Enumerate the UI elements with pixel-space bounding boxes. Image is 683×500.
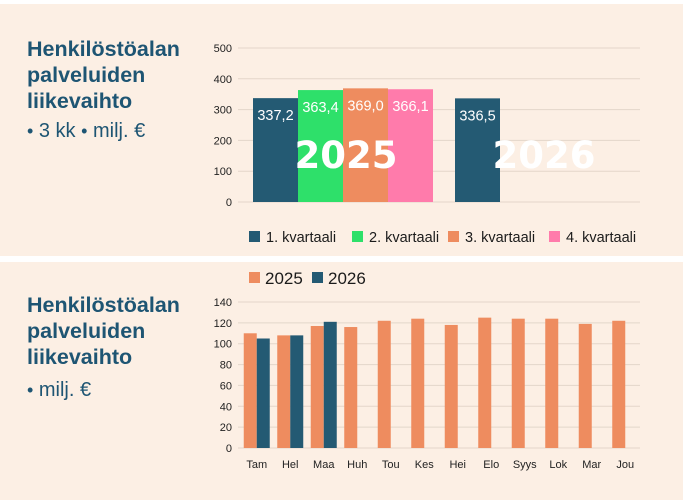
bar — [388, 89, 433, 202]
quarterly-chart-heading: Henkilöstöalan palveluiden liikevaihto — [27, 36, 180, 114]
bar — [243, 333, 257, 448]
data-label: 366,1 — [392, 99, 428, 115]
y-tick-label: 40 — [220, 401, 232, 413]
data-label: 369,0 — [347, 98, 383, 114]
y-tick-label: 100 — [214, 339, 232, 351]
legend-swatch — [249, 231, 260, 242]
legend-swatch — [352, 231, 363, 242]
y-tick-label: 400 — [214, 74, 232, 86]
x-tick-label: Elo — [483, 459, 499, 471]
y-tick-label: 140 — [214, 297, 232, 309]
y-tick-label: 500 — [214, 43, 232, 55]
data-label: 363,4 — [302, 100, 338, 116]
x-tick-label: Mar — [582, 459, 601, 471]
x-tick-label: Hei — [449, 459, 466, 471]
y-tick-label: 120 — [214, 318, 232, 330]
bar — [343, 88, 388, 202]
bar — [455, 98, 500, 202]
bar — [612, 320, 626, 448]
x-tick-label: Tou — [382, 459, 400, 471]
bar — [411, 318, 425, 448]
bar — [277, 335, 291, 448]
legend-swatch — [448, 231, 459, 242]
y-tick-label: 200 — [214, 135, 232, 147]
y-tick-label: 0 — [226, 443, 232, 455]
x-tick-label: Syys — [513, 459, 537, 471]
y-tick-label: 20 — [220, 422, 232, 434]
legend-label: 1. kvartaali — [266, 230, 336, 246]
heading-line: Henkilöstöalan — [27, 37, 180, 61]
x-tick-label: Tam — [246, 459, 267, 471]
unit-label: milj. € — [38, 379, 92, 401]
bar — [344, 327, 358, 448]
bullet: • — [27, 380, 34, 400]
bar — [298, 90, 343, 202]
x-tick-label: Huh — [347, 459, 367, 471]
data-label: 337,2 — [257, 108, 293, 124]
data-label: 336,5 — [459, 108, 495, 124]
bar — [253, 98, 298, 202]
legend-swatch — [549, 231, 560, 242]
bullet: • — [27, 121, 34, 141]
bar — [256, 338, 270, 448]
quarterly-chart-unit: • 3 kk • milj. € — [27, 119, 145, 143]
bar — [478, 317, 492, 448]
y-tick-label: 60 — [220, 380, 232, 392]
bar — [310, 325, 324, 448]
y-tick-label: 80 — [220, 360, 232, 372]
x-tick-label: Lok — [549, 459, 567, 471]
x-tick-label: Maa — [313, 459, 335, 471]
bar — [444, 324, 458, 448]
y-tick-label: 100 — [214, 166, 232, 178]
legend-label: 2025 — [265, 269, 303, 288]
legend-label: 2. kvartaali — [369, 230, 439, 246]
y-tick-label: 300 — [214, 105, 232, 117]
bar — [545, 318, 559, 448]
heading-line: palveluiden — [27, 63, 146, 87]
legend-swatch — [312, 272, 323, 283]
heading-line: liikevaihto — [27, 89, 133, 113]
legend-label: 2026 — [328, 269, 366, 288]
heading-line: Henkilöstöalan — [27, 293, 180, 317]
bar — [578, 323, 592, 448]
bar — [290, 335, 304, 448]
x-tick-label: Jou — [616, 459, 634, 471]
monthly-chart-heading: Henkilöstöalan palveluiden liikevaihto — [27, 292, 180, 370]
y-tick-label: 0 — [226, 197, 232, 209]
x-tick-label: Hel — [282, 459, 299, 471]
unit-label: milj. € — [93, 120, 146, 142]
legend-swatch — [249, 272, 260, 283]
bullet: • — [81, 121, 88, 141]
bar — [323, 321, 337, 448]
monthly-chart-unit: • milj. € — [27, 378, 91, 402]
legend-label: 3. kvartaali — [465, 230, 535, 246]
x-tick-label: Kes — [415, 459, 434, 471]
bar — [511, 318, 525, 448]
group-label: 2026 — [493, 134, 596, 177]
group-label: 2025 — [295, 134, 398, 177]
bar — [377, 320, 391, 448]
heading-line: liikevaihto — [27, 345, 133, 369]
heading-line: palveluiden — [27, 319, 146, 343]
legend-label: 4. kvartaali — [566, 230, 636, 246]
period-label: 3 kk — [38, 120, 76, 142]
